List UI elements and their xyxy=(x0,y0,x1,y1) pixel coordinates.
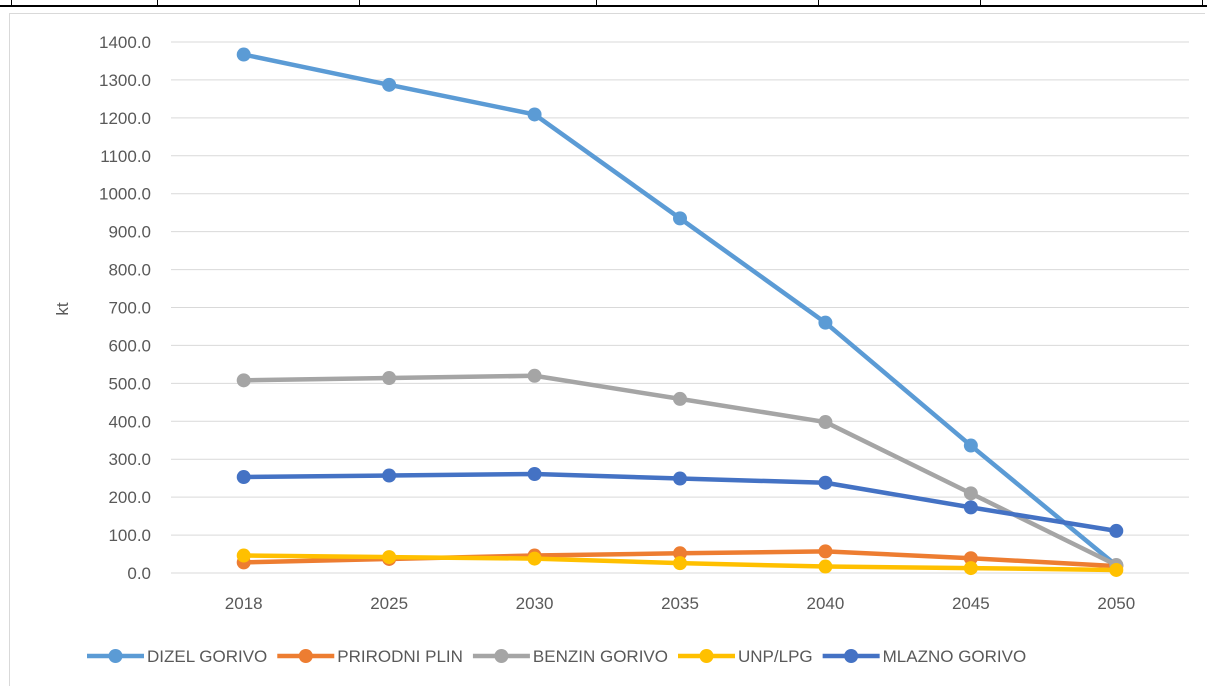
series-line xyxy=(241,52,1119,568)
legend-label: MLAZNO GORIVO xyxy=(883,647,1027,666)
data-point xyxy=(236,373,251,388)
series-dizel-gorivo xyxy=(236,47,1124,573)
data-point xyxy=(236,548,251,563)
data-point xyxy=(673,471,687,486)
x-tick-label: 2050 xyxy=(1097,594,1135,613)
x-tick-label: 2035 xyxy=(661,594,699,613)
y-tick-label: 800.0 xyxy=(108,261,151,280)
y-tick-label: 1100.0 xyxy=(100,147,151,166)
y-tick-label: 900.0 xyxy=(108,223,151,242)
y-tick-label: 1000.0 xyxy=(99,185,151,204)
legend-swatch-marker xyxy=(494,649,509,663)
table-cell-divider xyxy=(596,0,597,7)
y-tick-label: 1400.0 xyxy=(99,33,151,52)
legend-item: BENZIN GORIVO xyxy=(472,647,668,666)
legend-swatch-marker xyxy=(699,649,714,663)
legend-label: UNP/LPG xyxy=(738,647,813,666)
data-point xyxy=(673,211,687,226)
y-tick-label: 400.0 xyxy=(108,412,151,431)
legend-swatch-marker xyxy=(108,649,123,663)
table-cell-divider xyxy=(157,0,158,7)
legend-swatch-marker xyxy=(298,649,313,663)
y-tick-label: 600.0 xyxy=(108,336,151,355)
y-tick-label: 1200.0 xyxy=(99,109,151,128)
y-axis-title: kt xyxy=(53,302,72,316)
data-point xyxy=(673,391,687,406)
y-tick-label: 1300.0 xyxy=(99,71,151,90)
series-lines xyxy=(236,47,1124,577)
series-mlazno-gorivo xyxy=(236,467,1124,538)
data-point xyxy=(382,371,397,386)
table-cell-divider xyxy=(11,0,12,7)
y-tick-label: 300.0 xyxy=(108,450,151,469)
data-point xyxy=(382,550,397,565)
x-tick-label: 2025 xyxy=(370,594,408,613)
data-point xyxy=(527,368,542,383)
legend-item: UNP/LPG xyxy=(678,647,813,666)
data-point xyxy=(382,468,397,483)
data-point xyxy=(673,556,687,571)
top-table-edge xyxy=(0,0,1207,7)
series-unp-lpg xyxy=(236,548,1124,577)
y-tick-label: 200.0 xyxy=(108,488,151,507)
x-tick-label: 2045 xyxy=(952,594,990,613)
table-cell-divider xyxy=(359,0,360,7)
legend-item: PRIRODNI PLIN xyxy=(277,647,463,666)
chart-frame xyxy=(9,13,1205,686)
data-point xyxy=(236,470,251,485)
data-point xyxy=(818,475,833,490)
data-point xyxy=(963,438,978,453)
table-cell-divider xyxy=(1202,0,1203,7)
data-point xyxy=(818,415,833,430)
y-tick-label: 0.0 xyxy=(127,564,151,583)
legend-label: PRIRODNI PLIN xyxy=(337,647,463,666)
data-point xyxy=(1109,562,1124,577)
data-point xyxy=(673,546,687,561)
data-point xyxy=(1109,523,1124,538)
data-point xyxy=(236,47,251,62)
legend-item: DIZEL GORIVO xyxy=(87,647,267,666)
data-point xyxy=(382,77,397,92)
table-cell-divider xyxy=(980,0,981,7)
legend-swatch-marker xyxy=(844,649,859,663)
y-tick-labels: 0.0 100.0 200.0 300.0 400.0 500.0 600.0 700.0 80… xyxy=(99,33,151,583)
data-point xyxy=(527,107,542,122)
x-tick-labels: 2018 2025 2030 2035 2040 2045 2050 xyxy=(225,594,1135,613)
x-tick-label: 2040 xyxy=(807,594,845,613)
data-point xyxy=(527,467,542,482)
y-tick-label: 700.0 xyxy=(108,299,151,318)
data-point xyxy=(818,544,833,559)
legend: DIZEL GORIVO PRIRODNI PLIN BENZIN GORIVO UN… xyxy=(87,647,1026,666)
data-point xyxy=(527,551,542,566)
legend-label: DIZEL GORIVO xyxy=(147,647,267,666)
data-point xyxy=(963,561,978,576)
data-point xyxy=(963,486,978,501)
x-tick-label: 2030 xyxy=(516,594,554,613)
data-point xyxy=(818,315,833,330)
table-cell-divider xyxy=(818,0,819,7)
y-tick-label: 100.0 xyxy=(108,526,151,545)
series-benzin-gorivo xyxy=(236,368,1124,573)
gridlines xyxy=(171,41,1189,574)
x-tick-label: 2018 xyxy=(225,594,263,613)
legend-item: MLAZNO GORIVO xyxy=(822,647,1027,666)
data-point xyxy=(818,559,833,574)
legend-label: BENZIN GORIVO xyxy=(533,647,668,666)
data-point xyxy=(963,551,978,566)
y-tick-label: 500.0 xyxy=(108,374,151,393)
data-point xyxy=(963,500,978,515)
